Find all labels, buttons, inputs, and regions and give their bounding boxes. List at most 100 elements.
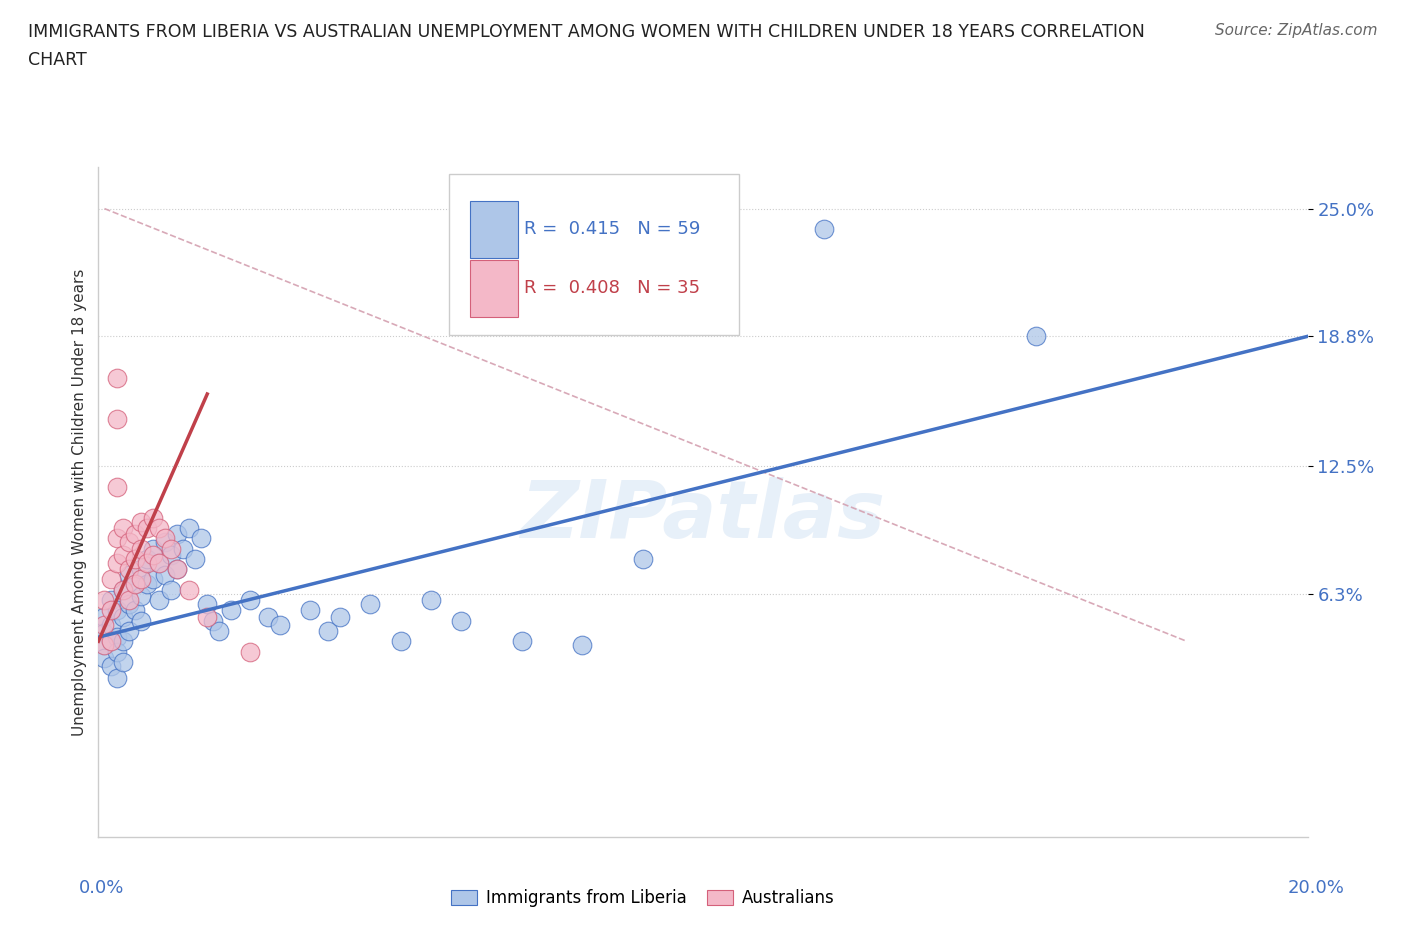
Point [239, 592, 262, 607]
Point [129, 541, 152, 556]
Point [160, 547, 183, 562]
Point [1024, 329, 1046, 344]
Point [129, 562, 152, 577]
Point [177, 582, 201, 597]
Point [100, 634, 122, 649]
Point [269, 618, 291, 632]
Point [105, 555, 128, 570]
Point [299, 603, 322, 618]
Point [129, 514, 152, 529]
Point [105, 671, 128, 685]
Point [129, 589, 152, 604]
Legend: Immigrants from Liberia, Australians: Immigrants from Liberia, Australians [443, 881, 842, 916]
Point [148, 592, 170, 607]
Point [813, 221, 835, 236]
Point [118, 535, 141, 550]
Point [118, 623, 141, 638]
Text: Source: ZipAtlas.com: Source: ZipAtlas.com [1215, 23, 1378, 38]
Point [148, 555, 170, 570]
Point [100, 618, 122, 632]
Point [239, 644, 262, 659]
Point [100, 658, 122, 673]
Point [93, 626, 115, 641]
Point [118, 597, 141, 612]
Point [190, 531, 212, 546]
Point [111, 609, 134, 624]
Point [153, 531, 176, 546]
Point [316, 623, 339, 638]
Point [142, 572, 165, 587]
Point [129, 613, 152, 628]
Point [105, 479, 128, 494]
FancyBboxPatch shape [470, 201, 517, 258]
Point [124, 603, 146, 618]
Point [93, 609, 115, 624]
Point [419, 592, 441, 607]
Point [153, 568, 176, 583]
Point [160, 541, 183, 556]
FancyBboxPatch shape [470, 259, 517, 317]
FancyBboxPatch shape [449, 174, 740, 335]
Point [93, 618, 115, 632]
Point [142, 541, 165, 556]
Text: 0.0%: 0.0% [79, 879, 124, 897]
Point [105, 630, 128, 644]
Point [124, 526, 146, 541]
Point [135, 551, 157, 566]
Point [100, 603, 122, 618]
Point [93, 592, 115, 607]
Point [329, 609, 352, 624]
Point [111, 582, 134, 597]
Point [142, 547, 165, 562]
Point [631, 551, 654, 566]
Point [93, 638, 115, 653]
Point [118, 568, 141, 583]
Point [148, 521, 170, 536]
Point [105, 370, 128, 385]
Point [195, 609, 218, 624]
Point [135, 521, 157, 536]
Point [124, 577, 146, 591]
Point [510, 634, 533, 649]
Point [166, 526, 188, 541]
Point [135, 577, 157, 591]
Point [111, 547, 134, 562]
Point [208, 623, 231, 638]
Point [111, 655, 134, 670]
Point [105, 644, 128, 659]
Point [124, 551, 146, 566]
Point [100, 572, 122, 587]
Point [105, 411, 128, 426]
Point [360, 597, 382, 612]
Point [172, 541, 194, 556]
Point [221, 603, 243, 618]
Point [100, 592, 122, 607]
Point [389, 634, 412, 649]
Point [111, 521, 134, 536]
Text: R =  0.415   N = 59: R = 0.415 N = 59 [524, 220, 700, 238]
Point [195, 597, 218, 612]
Text: CHART: CHART [28, 51, 87, 69]
Point [105, 603, 128, 618]
Text: R =  0.408   N = 35: R = 0.408 N = 35 [524, 279, 700, 297]
Point [450, 613, 472, 628]
Point [135, 555, 157, 570]
Y-axis label: Unemployment Among Women with Children Under 18 years: Unemployment Among Women with Children U… [72, 269, 87, 736]
Point [202, 613, 225, 628]
Point [111, 634, 134, 649]
Text: 20.0%: 20.0% [1288, 879, 1344, 897]
Point [118, 592, 141, 607]
Text: IMMIGRANTS FROM LIBERIA VS AUSTRALIAN UNEMPLOYMENT AMONG WOMEN WITH CHILDREN UND: IMMIGRANTS FROM LIBERIA VS AUSTRALIAN UN… [28, 23, 1144, 41]
Point [118, 562, 141, 577]
Point [100, 634, 122, 649]
Point [160, 582, 183, 597]
Point [142, 511, 165, 525]
Point [177, 521, 201, 536]
Point [111, 582, 134, 597]
Point [256, 609, 278, 624]
Point [166, 562, 188, 577]
Point [105, 531, 128, 546]
Point [184, 551, 207, 566]
Point [129, 572, 152, 587]
Text: ZIPatlas: ZIPatlas [520, 476, 886, 554]
